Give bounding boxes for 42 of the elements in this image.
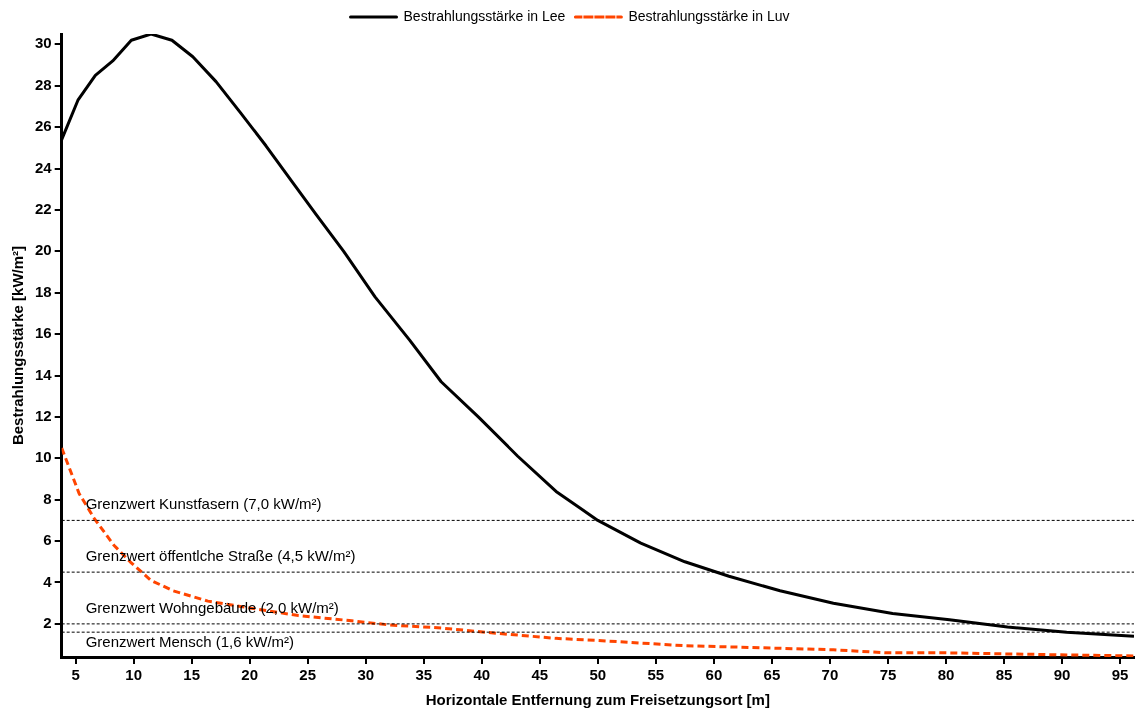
y-tick-label: 18 — [35, 282, 52, 300]
x-tick-label: 90 — [1053, 666, 1071, 684]
y-tick-label: 2 — [43, 614, 52, 632]
ref-line-label: Grenzwert Mensch (1,6 kW/m²) — [85, 632, 295, 650]
y-tick-label: 4 — [43, 572, 53, 590]
legend-label: Bestrahlungsstärke in Luv — [628, 7, 790, 24]
x-tick-label: 20 — [241, 666, 259, 684]
ref-line-label: Grenzwert öffentlche Straße (4,5 kW/m²) — [85, 546, 356, 564]
y-tick-label: 12 — [35, 407, 52, 425]
x-tick-label: 5 — [71, 666, 80, 684]
y-tick-label: 10 — [35, 448, 52, 466]
y-tick-label: 16 — [35, 324, 52, 342]
y-tick-label: 6 — [43, 531, 52, 549]
y-tick-label: 22 — [35, 200, 52, 218]
x-tick-label: 95 — [1111, 666, 1129, 684]
x-tick-label: 45 — [531, 666, 549, 684]
ref-line-label: Grenzwert Wohngebäude (2,0 kW/m²) — [85, 598, 339, 616]
y-axis-title: Bestrahlungsstärke [kW/m²] — [9, 245, 27, 446]
y-tick-label: 8 — [43, 489, 52, 507]
x-tick-label: 10 — [125, 666, 142, 684]
legend-label: Bestrahlungsstärke in Lee — [403, 7, 566, 24]
x-tick-label: 25 — [299, 666, 317, 684]
y-tick-label: 26 — [35, 117, 52, 135]
x-tick-label: 50 — [589, 666, 607, 684]
x-tick-label: 60 — [705, 666, 723, 684]
x-tick-label: 40 — [473, 666, 491, 684]
y-tick-label: 30 — [35, 34, 52, 52]
y-tick-label: 20 — [35, 241, 52, 259]
ref-line-label: Grenzwert Kunstfasern (7,0 kW/m²) — [85, 495, 322, 513]
x-tick-label: 35 — [415, 666, 433, 684]
x-tick-label: 30 — [357, 666, 375, 684]
x-tick-label: 70 — [821, 666, 839, 684]
y-tick-label: 14 — [35, 365, 53, 383]
x-tick-label: 15 — [183, 666, 201, 684]
y-tick-label: 28 — [35, 75, 52, 93]
y-tick-label: 24 — [35, 158, 53, 176]
x-tick-label: 85 — [995, 666, 1013, 684]
x-axis-title: Horizontale Entfernung zum Freisetzungsort [m] — [425, 691, 770, 709]
x-tick-label: 55 — [647, 666, 665, 684]
x-tick-label: 80 — [937, 666, 955, 684]
x-tick-label: 75 — [879, 666, 897, 684]
x-tick-label: 65 — [763, 666, 781, 684]
